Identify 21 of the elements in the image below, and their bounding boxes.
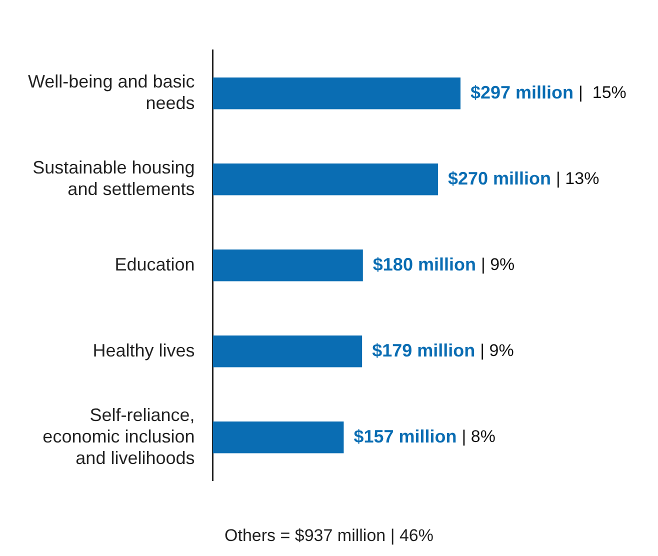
data-label: $179 million: [372, 340, 476, 360]
y-tick-label: Self-reliance, economic inclusion and livelihoods: [42, 404, 195, 468]
data-label: $270 million: [448, 168, 552, 188]
y-tick-label: Healthy lives: [92, 340, 195, 360]
text: | 8%: [462, 427, 496, 446]
bar: [212, 77, 460, 110]
text: | 13%: [556, 169, 600, 188]
bar: [212, 163, 438, 196]
y-tick-label: Sustainable housing and settlements: [32, 158, 195, 200]
y-tick-label: Education: [114, 254, 195, 274]
text: | 9%: [480, 255, 515, 274]
text: | 9%: [480, 341, 514, 360]
bar: [212, 335, 362, 368]
text: Others = $937 million | 46%: [224, 526, 434, 546]
data-label: $297 million: [470, 82, 574, 102]
text: | 15%: [578, 83, 626, 102]
data-label: $157 million: [354, 426, 457, 446]
bar: [212, 421, 344, 454]
y-tick-label: Well-being and basic needs: [28, 72, 195, 114]
bar: [212, 249, 363, 282]
data-label: $180 million: [372, 254, 476, 274]
